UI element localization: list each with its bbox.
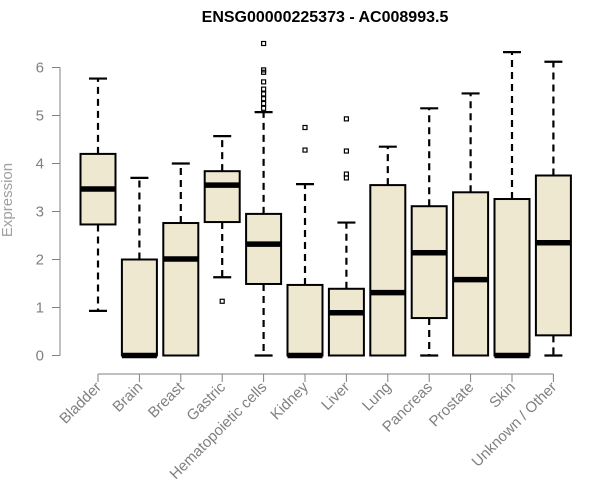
x-tick-label: Bladder <box>56 379 105 428</box>
outlier-point <box>343 116 349 122</box>
chart-title: ENSG00000225373 - AC008993.5 <box>202 9 449 26</box>
y-tick-label: 3 <box>36 204 44 221</box>
outlier-point <box>261 105 267 111</box>
y-tick-label: 4 <box>36 156 44 173</box>
outlier-point <box>261 40 267 47</box>
outlier-point <box>343 171 349 177</box>
box-iqr <box>410 205 448 320</box>
box-iqr <box>369 184 407 357</box>
outlier-point <box>302 124 308 131</box>
outlier-point <box>302 147 308 153</box>
y-axis-label: Expression <box>0 163 16 237</box>
box-group <box>286 124 324 359</box>
outlier-point <box>261 91 267 97</box>
y-tick-label: 1 <box>36 300 44 317</box>
box-group <box>534 60 572 357</box>
box-iqr <box>120 258 158 357</box>
box-group <box>79 77 117 312</box>
outlier-point <box>261 79 267 85</box>
outlier-point <box>261 96 267 102</box>
outlier-point <box>219 298 225 304</box>
box-iqr <box>493 198 531 357</box>
y-tick-label: 2 <box>36 252 44 269</box>
x-tick-label: Lung <box>359 379 395 415</box>
box-iqr <box>286 283 324 357</box>
box-group <box>203 135 241 304</box>
box-iqr <box>162 222 200 357</box>
box-group <box>369 145 407 357</box>
box-iqr <box>534 174 572 337</box>
outlier-point <box>261 86 267 92</box>
x-tick-label: Breast <box>145 378 188 421</box>
box-group <box>162 162 200 357</box>
box-group <box>410 107 448 357</box>
box-iqr <box>245 212 283 285</box>
x-tick-label: Brain <box>109 379 146 416</box>
box-group <box>245 40 283 357</box>
box-group <box>493 51 531 359</box>
x-tick-label: Kidney <box>267 378 312 423</box>
y-tick-label: 6 <box>36 60 44 77</box>
y-tick-label: 0 <box>36 348 44 365</box>
box-group <box>327 116 365 357</box>
box-iqr <box>327 287 365 357</box>
box-group <box>120 176 158 359</box>
y-axis: 0 1 2 3 4 5 6 <box>36 60 61 365</box>
outlier-point <box>261 67 267 73</box>
outlier-point <box>261 100 267 107</box>
box-series <box>79 40 572 359</box>
y-tick-label: 5 <box>36 108 44 125</box>
x-tick-label: Skin <box>486 379 519 412</box>
x-tick-label: Liver <box>318 379 353 414</box>
box-group <box>452 92 490 357</box>
box-iqr <box>452 191 490 357</box>
outlier-point <box>343 148 349 154</box>
x-tick-label: Prostate <box>426 379 478 431</box>
box-iqr <box>203 170 241 224</box>
